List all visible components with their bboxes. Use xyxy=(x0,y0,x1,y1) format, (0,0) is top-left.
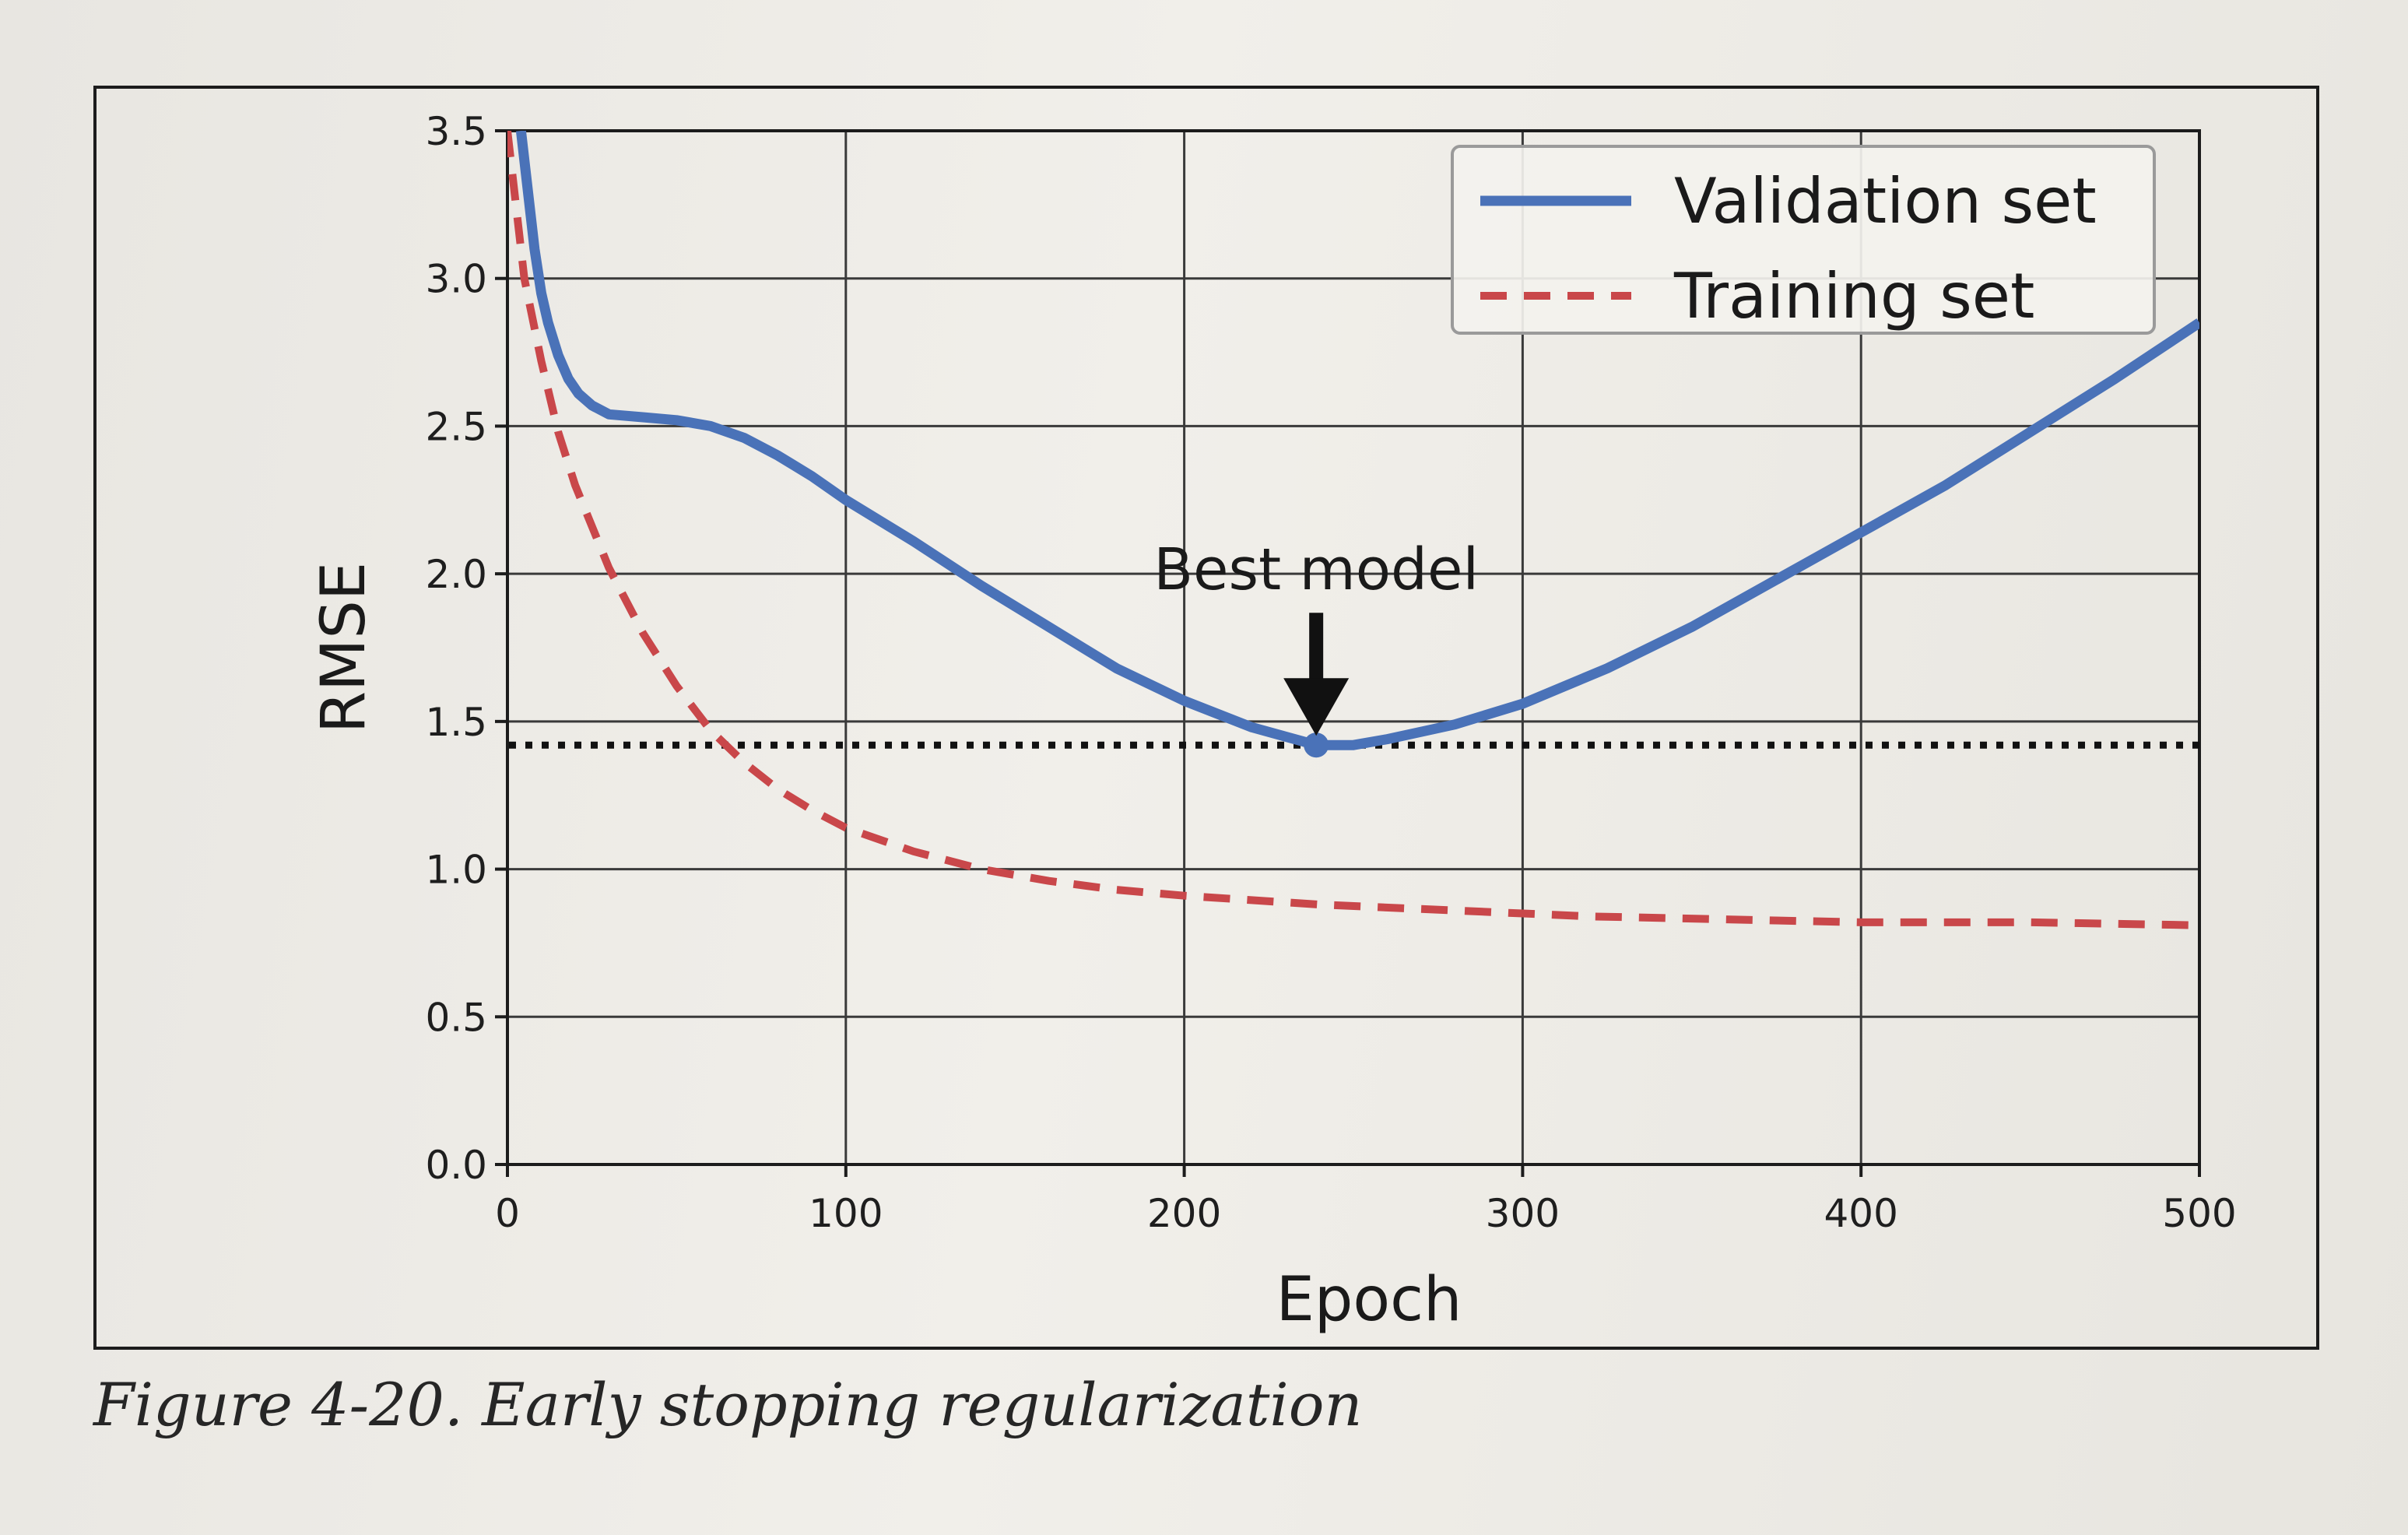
x-tick-label: 0 xyxy=(495,1191,520,1236)
x-tick-label: 100 xyxy=(809,1191,883,1236)
x-tick-label: 500 xyxy=(2162,1191,2236,1236)
figure-caption: Figure 4-20. Early stopping regularizati… xyxy=(93,1370,1363,1439)
y-tick-label: 1.5 xyxy=(425,700,487,745)
y-axis-title: RMSE xyxy=(309,562,379,733)
best-model-point xyxy=(1304,732,1329,758)
series-line-validation-set xyxy=(515,131,2199,750)
y-tick-label: 3.5 xyxy=(425,109,487,154)
y-tick-label: 0.5 xyxy=(425,995,487,1040)
plot-area xyxy=(506,129,2201,1166)
y-tick-label: 1.0 xyxy=(425,848,487,893)
figure-frame xyxy=(93,86,2319,1350)
legend-label-training-set: Training set xyxy=(1673,260,2034,332)
series-line-training-set xyxy=(507,131,2199,929)
y-tick-label: 3.0 xyxy=(425,257,487,302)
x-tick-label: 200 xyxy=(1147,1191,1221,1236)
best-model-label: Best model xyxy=(1153,536,1479,603)
x-axis-title: Epoch xyxy=(1276,1265,1462,1335)
x-tick-label: 400 xyxy=(1824,1191,1897,1236)
y-tick-label: 0.0 xyxy=(425,1143,487,1188)
y-tick-label: 2.0 xyxy=(425,552,487,597)
legend-label-validation-set: Validation set xyxy=(1674,165,2097,237)
best-model-arrow-head xyxy=(1283,678,1350,736)
legend-box xyxy=(1451,145,2156,335)
y-tick-label: 2.5 xyxy=(425,404,487,449)
x-tick-label: 300 xyxy=(1486,1191,1560,1236)
